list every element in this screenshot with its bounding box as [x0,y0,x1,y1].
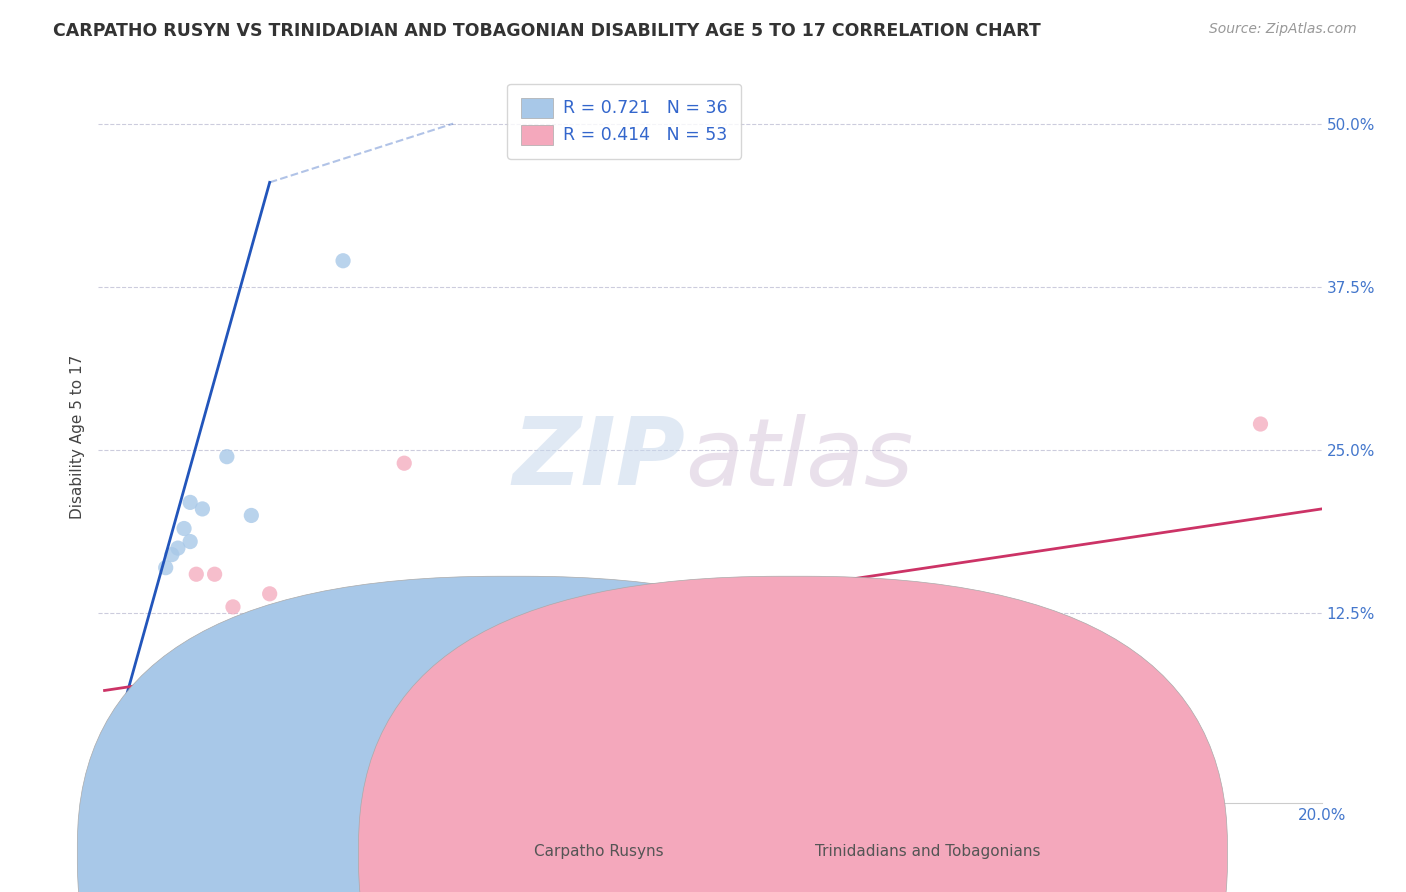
Text: ZIP: ZIP [513,413,686,505]
Point [155,560,177,574]
Point [160,760,183,774]
Point [149,762,172,776]
Point [105,762,128,776]
Point [405,763,427,777]
Text: CARPATHO RUSYN VS TRINIDADIAN AND TOBAGONIAN DISABILITY AGE 5 TO 17 CORRELATION : CARPATHO RUSYN VS TRINIDADIAN AND TOBAGO… [53,22,1042,40]
Point [668,691,690,706]
Point [883,685,905,699]
Point [759,760,782,774]
Point [149,762,172,776]
Point [136,759,159,773]
Text: atlas: atlas [686,414,914,505]
Point [179,534,201,549]
Point [100,763,122,777]
Point [149,759,172,773]
Point [233,756,256,771]
Point [222,756,245,771]
Point [173,756,195,771]
Point [173,756,195,771]
Point [240,760,263,774]
Point [142,763,165,777]
Point [246,613,269,627]
Text: Carpatho Rusyns: Carpatho Rusyns [534,845,664,859]
Legend: R = 0.721   N = 36, R = 0.414   N = 53: R = 0.721 N = 36, R = 0.414 N = 53 [508,84,741,159]
Point [301,762,323,776]
Point [204,756,226,771]
Point [118,762,141,776]
Point [270,756,292,771]
Point [173,521,195,535]
Point [454,762,477,776]
Point [1249,417,1271,431]
Point [699,763,721,777]
Point [319,639,342,653]
Point [363,639,385,653]
Text: Trinidadians and Tobagonians: Trinidadians and Tobagonians [815,845,1040,859]
Point [943,763,966,777]
Point [295,763,318,777]
Point [222,599,245,614]
Point [259,756,281,771]
Point [368,763,391,777]
Point [546,691,568,706]
Point [283,613,305,627]
Point [259,587,281,601]
Point [160,548,183,562]
Point [516,762,538,776]
Point [167,541,190,555]
Point [197,760,219,774]
Point [607,759,630,773]
Point [240,508,263,523]
Point [576,763,599,777]
Point [129,763,152,777]
Point [160,745,183,759]
Point [136,759,159,773]
Point [191,763,214,777]
Point [167,759,190,773]
Point [252,762,274,776]
Point [186,762,208,776]
Point [228,763,250,777]
Point [118,759,141,773]
Point [1035,717,1057,731]
Point [186,567,208,582]
Point [301,763,323,777]
Point [124,763,146,777]
Point [392,456,416,470]
Point [381,762,404,776]
Point [209,760,232,774]
Point [129,760,152,774]
Point [191,502,214,516]
Point [503,672,526,686]
Point [332,253,354,268]
Point [142,763,165,777]
Point [118,762,141,776]
Point [332,759,354,773]
Point [129,762,152,776]
Point [155,746,177,760]
Point [637,762,661,776]
Point [270,763,292,777]
Point [179,495,201,509]
Point [441,665,464,680]
Point [186,756,208,771]
Point [155,763,177,777]
Point [215,450,238,464]
Point [485,763,508,777]
Point [344,762,367,776]
Point [204,567,226,582]
Point [197,756,219,771]
Text: Source: ZipAtlas.com: Source: ZipAtlas.com [1209,22,1357,37]
Point [314,763,336,777]
Point [142,760,165,774]
Y-axis label: Disability Age 5 to 17: Disability Age 5 to 17 [69,355,84,519]
Point [1097,763,1119,777]
Point [111,763,134,777]
Point [136,762,159,776]
Point [179,762,201,776]
Point [423,759,446,773]
Point [149,763,172,777]
